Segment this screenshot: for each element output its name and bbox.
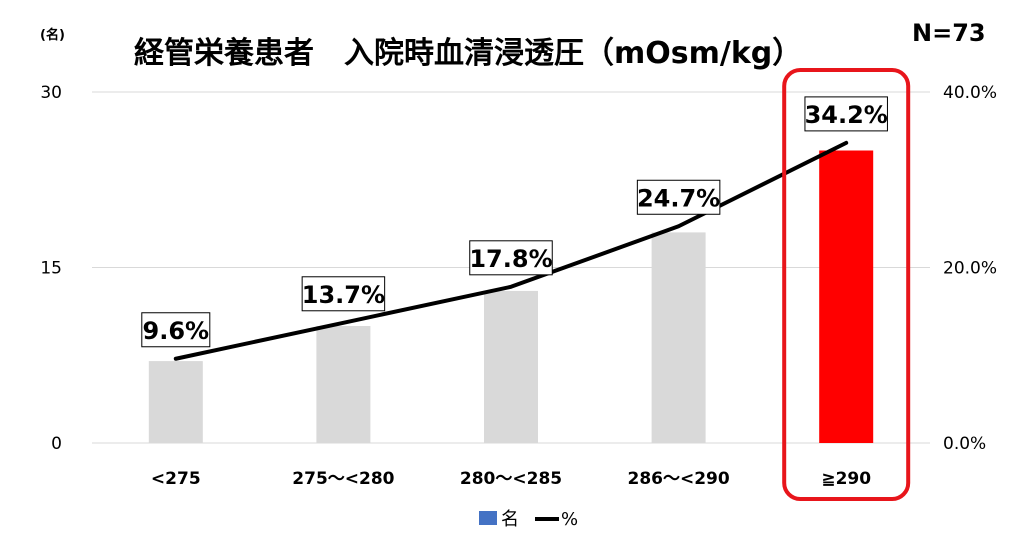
left-axis-ticks: 0 15 30 bbox=[40, 83, 62, 454]
right-tick-label: 40.0% bbox=[943, 83, 997, 103]
highlight-frame-rect bbox=[782, 68, 911, 501]
left-axis-unit: (名) bbox=[40, 27, 65, 43]
bar bbox=[484, 290, 538, 443]
left-tick-label: 30 bbox=[40, 83, 62, 103]
legend-bar-label: 名 bbox=[501, 509, 519, 530]
data-label-box bbox=[636, 179, 721, 215]
data-label: 13.7% bbox=[302, 281, 385, 309]
data-label-box bbox=[804, 96, 888, 132]
category-label: <275 bbox=[151, 469, 201, 489]
percent-line-path bbox=[173, 140, 849, 361]
right-tick-label: 20.0% bbox=[943, 259, 997, 279]
category-label: ≧290 bbox=[821, 469, 871, 489]
left-tick-label: 15 bbox=[40, 259, 62, 279]
data-label-box bbox=[141, 312, 211, 348]
category-label: 280～<285 bbox=[460, 469, 562, 489]
sample-size-label: N=73 bbox=[912, 19, 986, 47]
bar bbox=[651, 232, 706, 443]
bar bbox=[819, 150, 874, 443]
data-label: 34.2% bbox=[805, 101, 888, 129]
chart-title: 経管栄養患者 入院時血清浸透圧（mOsm/kg） bbox=[134, 36, 802, 71]
data-labels: 9.6% 13.7% 17.8% 24.7% 34.2% bbox=[141, 96, 888, 348]
bars bbox=[148, 150, 874, 443]
legend-bar-swatch bbox=[479, 511, 497, 525]
data-label-box bbox=[301, 276, 386, 312]
highlight-frame bbox=[782, 68, 911, 501]
percent-line bbox=[173, 140, 849, 361]
right-axis-ticks: 0.0% 20.0% 40.0% bbox=[943, 83, 997, 454]
bar bbox=[316, 326, 371, 443]
legend: 名 % bbox=[479, 509, 578, 530]
data-label: 24.7% bbox=[637, 184, 720, 212]
bar bbox=[148, 361, 203, 443]
left-tick-label: 0 bbox=[51, 434, 62, 454]
data-label: 17.8% bbox=[469, 245, 552, 273]
category-label: 286～<290 bbox=[627, 469, 729, 489]
data-label: 9.6% bbox=[143, 317, 210, 345]
right-tick-label: 0.0% bbox=[943, 434, 986, 454]
category-labels: <275 275～<280 280～<285 286～<290 ≧290 bbox=[151, 469, 871, 489]
data-label-box bbox=[469, 240, 553, 276]
category-label: 275～<280 bbox=[292, 469, 394, 489]
legend-line-label: % bbox=[561, 509, 578, 530]
